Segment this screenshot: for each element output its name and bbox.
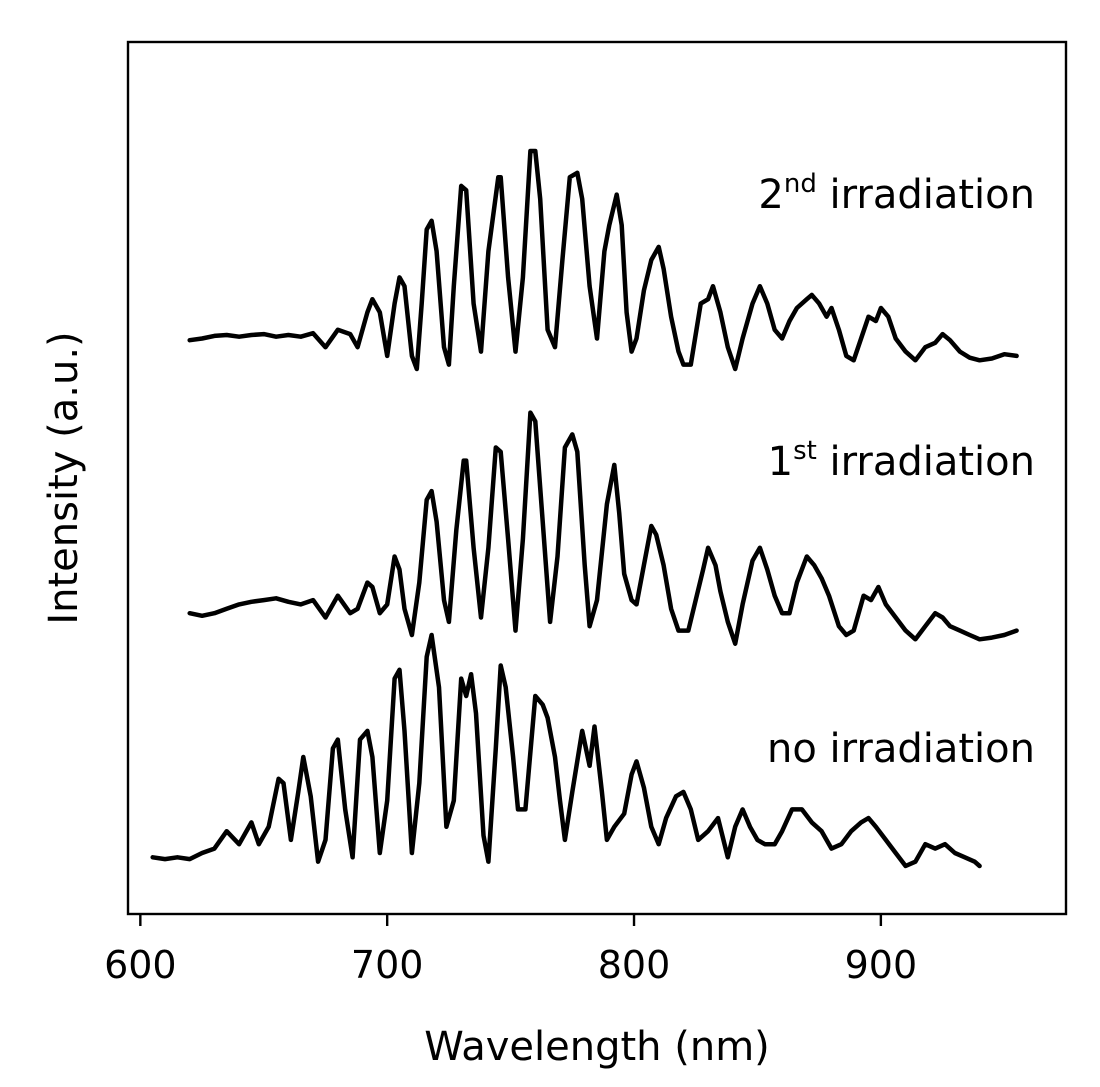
x-tick-label: 900 [845,943,918,987]
series-label-1: 1st irradiation [768,436,1035,485]
x-tick-label: 600 [104,943,177,987]
series-label-0: 2nd irradiation [758,169,1035,218]
series-line-1 [187,410,1019,646]
series-line-0 [187,148,1019,372]
series-label-2: no irradiation [767,726,1035,772]
plot-frame [126,40,1068,916]
x-tick-label: 700 [351,943,424,987]
x-tick-label: 800 [598,943,671,987]
y-axis-title: Intensity (a.u.) [41,331,87,624]
x-axis-title: Wavelength (nm) [424,1024,770,1070]
series-lines [150,148,1019,869]
series-line-2 [150,632,982,869]
x-axis-ticks: 600 700 800 900 [104,914,917,987]
series-labels: 2nd irradiation 1st irradiation no irradia… [758,169,1035,772]
